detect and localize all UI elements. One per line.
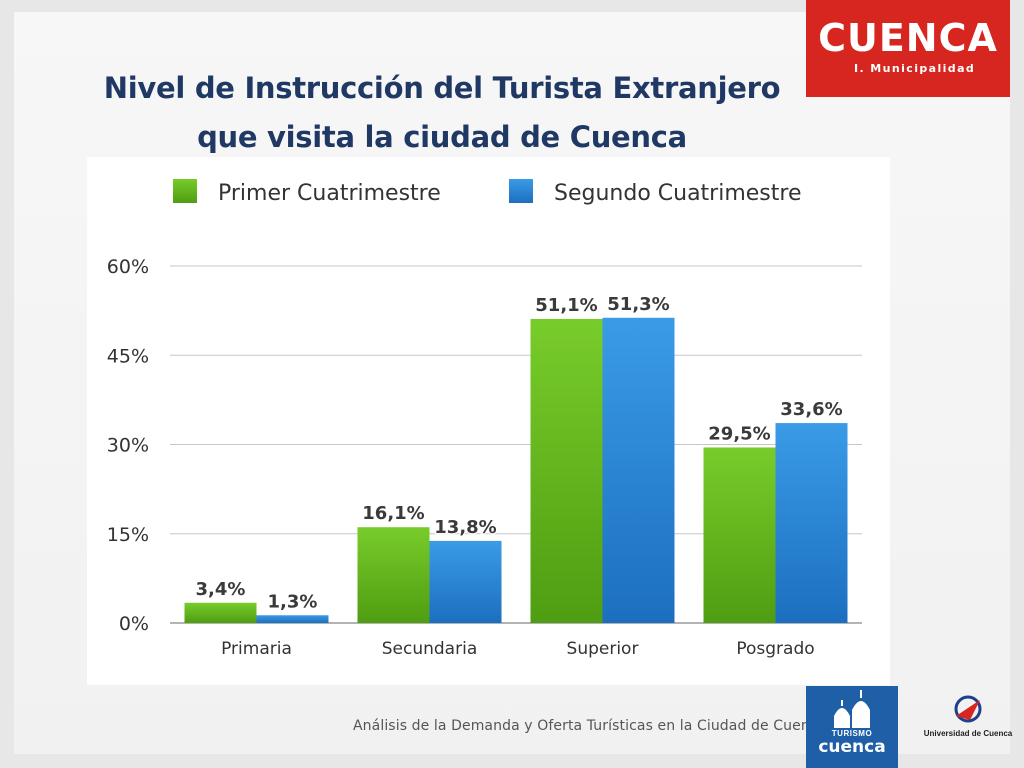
universidad-label: Universidad de Cuenca [923,729,1013,738]
bar-value-label: 51,1% [535,295,597,316]
bar-value-label: 29,5% [708,423,770,444]
legend-label: Segundo Cuatrimestre [554,181,802,206]
bar-chart: 0% 15% 30% 45% 60% 3,4% 1,3% 16,1% 13,8% 51,1% 51… [107,179,862,659]
bar-value-label: 51,3% [607,294,669,315]
y-axis-ticks: 0% 15% 30% 45% 60% [107,256,149,635]
title-line-2: que visita la ciudad de Cuenca [197,120,687,154]
y-tick-label: 30% [107,435,149,457]
universidad-de-cuenca-logo: Universidad de Cuenca [918,692,1018,742]
cuenca-logo-word: CUENCA [818,16,998,60]
footer-caption: Análisis de la Demanda y Oferta Turístic… [353,718,827,734]
bar-primer-secundaria [357,527,430,623]
legend-label: Primer Cuatrimestre [218,181,441,206]
bar-segundo-primaria [256,615,329,623]
x-tick-label: Superior [567,639,639,659]
slide-title: Nivel de Instrucción del Turista Extranj… [14,64,870,162]
turismo-logo-city: cuenca [818,737,886,757]
legend-swatch [509,179,533,203]
bars [184,317,848,623]
bar-value-label: 3,4% [196,579,246,600]
chart-legend: Primer Cuatrimestre Segundo Cuatrimestre [173,179,802,206]
cuenca-logo-subtitle: I. Municipalidad [854,62,976,75]
legend-swatch [173,179,197,203]
bar-primer-superior [530,318,603,623]
x-tick-label: Posgrado [736,639,814,659]
y-tick-label: 45% [107,345,149,367]
chart-panel: 0% 15% 30% 45% 60% 3,4% 1,3% 16,1% 13,8% 51,1% 51… [87,157,890,685]
cuenca-municipality-logo: CUENCA I. Municipalidad [806,0,1010,97]
cathedral-domes-icon [834,690,870,728]
y-tick-label: 60% [107,256,149,278]
bar-segundo-posgrado [775,423,848,623]
bar-primer-primaria [184,602,257,623]
bar-primer-posgrado [703,447,776,623]
bar-value-label: 1,3% [268,591,318,612]
y-tick-label: 0% [119,613,149,635]
bar-value-label: 13,8% [434,517,496,538]
bar-segundo-superior [602,317,675,623]
bar-value-label: 33,6% [780,399,842,420]
bar-value-labels: 3,4% 1,3% 16,1% 13,8% 51,1% 51,3% 29,5% 33,6% [194,293,844,614]
title-line-1: Nivel de Instrucción del Turista Extranj… [103,71,781,105]
turismo-logo-word: TURISMO [831,729,873,738]
x-tick-label: Secundaria [382,639,477,659]
y-tick-label: 15% [107,524,149,546]
x-tick-label: Primaria [221,639,292,659]
turismo-cuenca-logo: TURISMO cuenca [806,686,898,768]
x-axis-ticks: Primaria Secundaria Superior Posgrado [221,639,815,659]
bar-value-label: 16,1% [362,503,424,524]
bar-segundo-secundaria [429,540,502,623]
university-emblem-icon [954,695,982,723]
